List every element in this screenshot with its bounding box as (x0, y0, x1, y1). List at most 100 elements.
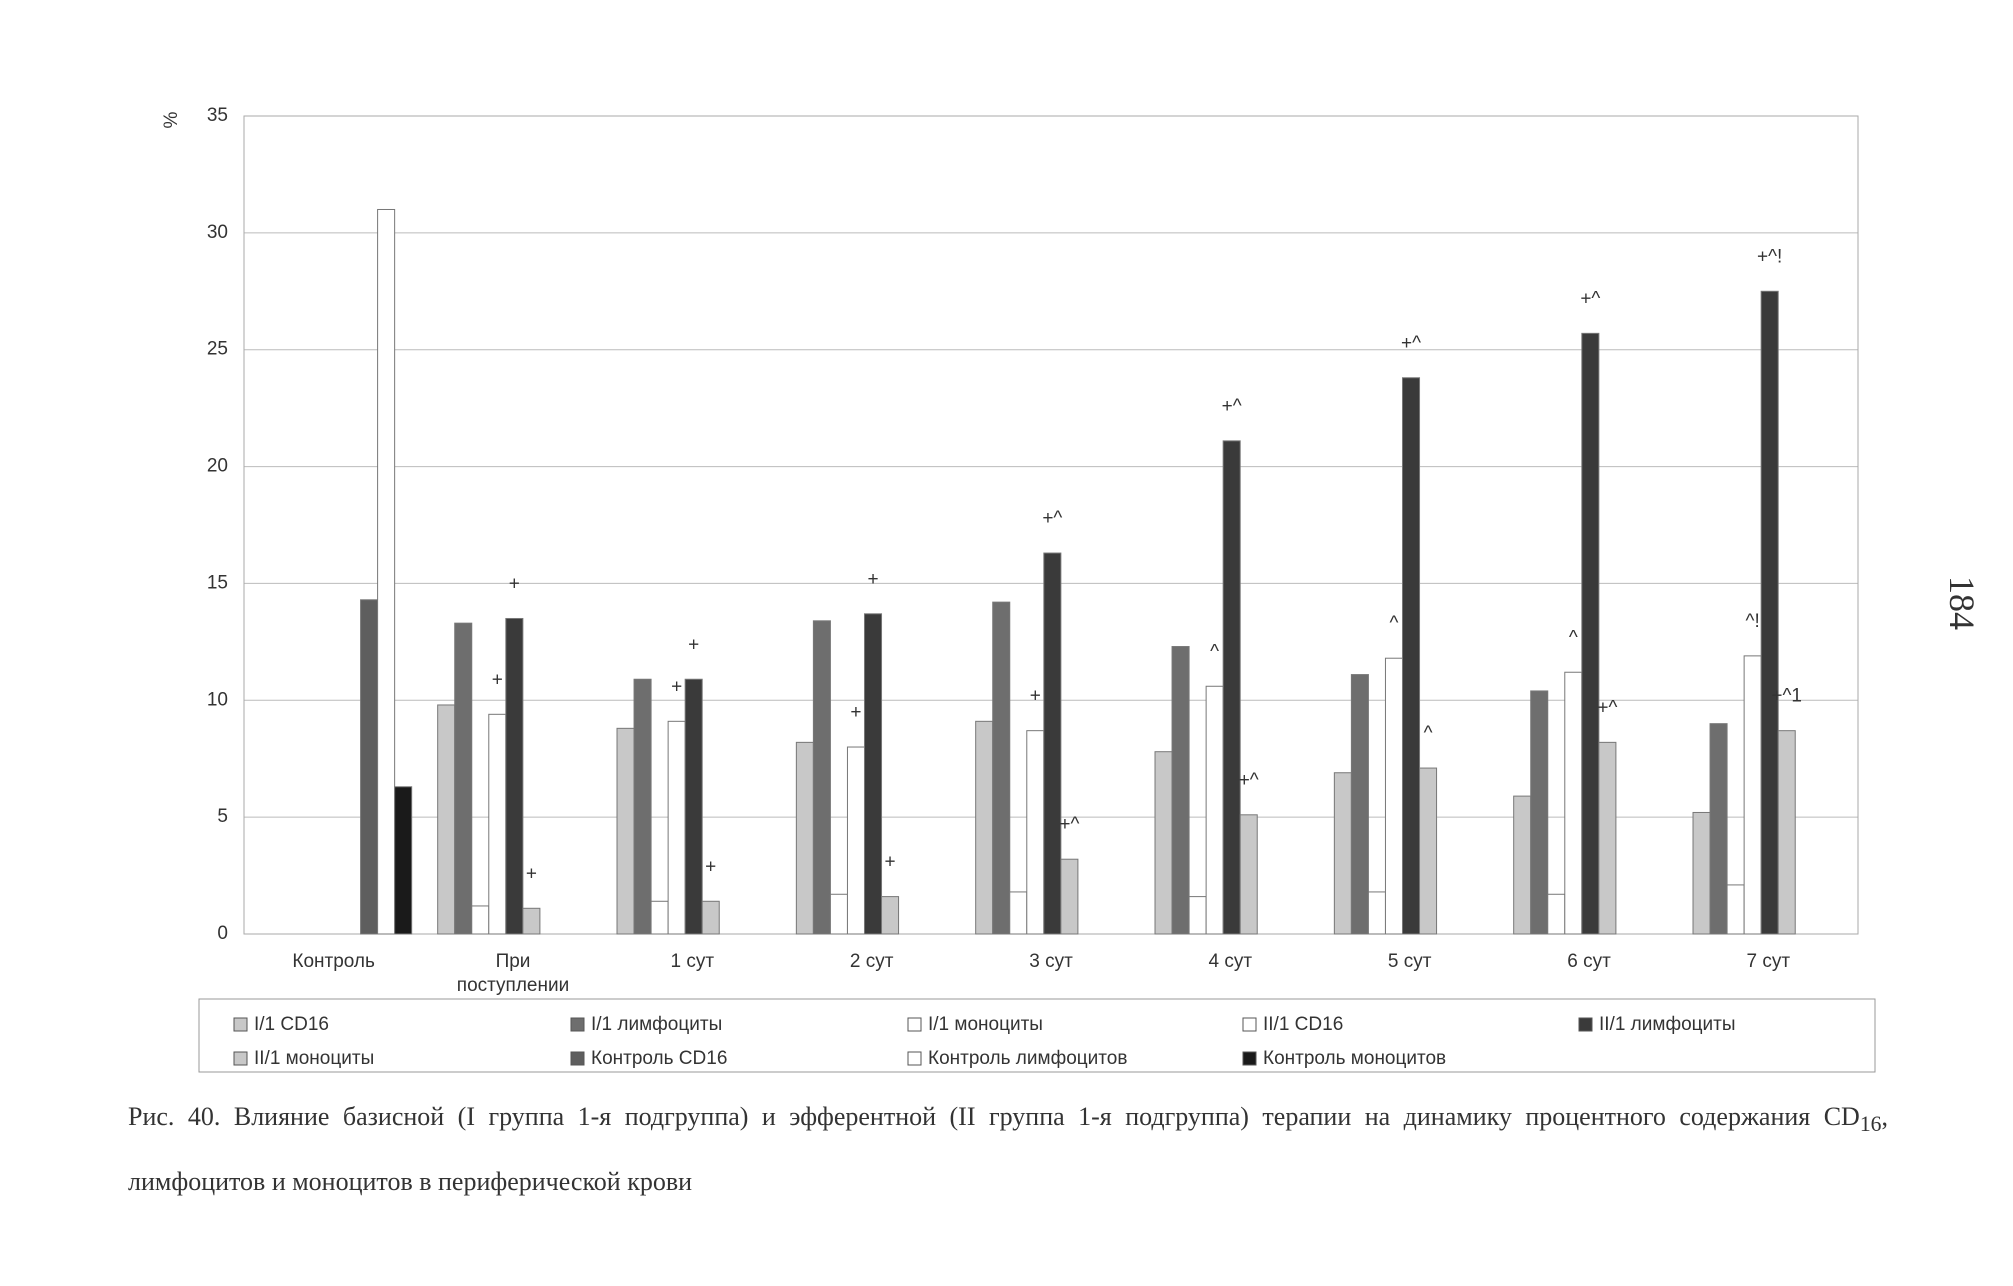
legend-label: II/1 моноциты (254, 1048, 374, 1069)
bar-annotation: +^ (1597, 697, 1617, 718)
bar (1401, 377, 1421, 935)
legend-swatch (233, 1051, 248, 1066)
x-tick-label: 3 сут (1029, 951, 1073, 972)
bar-annotation: +^ (1222, 396, 1242, 417)
bar (1581, 332, 1600, 935)
bar (1419, 767, 1438, 935)
legend-swatch (570, 1051, 585, 1066)
legend-label: II/1 лимфоциты (1599, 1014, 1736, 1035)
bar-annotation: +^ (1042, 508, 1062, 529)
bar-annotation: + (671, 676, 682, 697)
x-tick-label: 7 сут (1746, 951, 1791, 972)
bar (975, 720, 994, 935)
bar (701, 900, 720, 935)
y-tick-label: 5 (217, 806, 228, 827)
bar (1547, 893, 1566, 935)
caption-text: , лимфоцитов и моноцитов в периферическо… (128, 1102, 1888, 1197)
bar (1513, 795, 1532, 935)
bar-annotation: + (509, 574, 520, 595)
legend-label: Контроль CD16 (591, 1048, 727, 1069)
legend-swatch (907, 1051, 922, 1066)
bar (1760, 290, 1779, 935)
bar (1222, 440, 1241, 935)
bar (454, 622, 473, 935)
y-tick-label: 30 (207, 222, 228, 243)
bar (992, 601, 1011, 935)
x-tick-label: 6 сут (1567, 951, 1611, 972)
bar (1530, 690, 1549, 935)
bar (1384, 657, 1403, 935)
bar (881, 896, 900, 935)
bar (377, 208, 396, 935)
bar (1692, 811, 1711, 935)
legend-label: I/1 лимфоциты (591, 1014, 722, 1035)
x-tick-label: При поступлении (456, 951, 570, 996)
bar (522, 907, 541, 935)
bar-annotation: + (1030, 686, 1041, 707)
bar (505, 617, 524, 935)
y-axis-label: % (161, 111, 182, 128)
bar-annotation: + (850, 702, 861, 723)
bar (1060, 858, 1079, 935)
y-tick-label: 10 (207, 689, 228, 710)
bar (650, 900, 669, 935)
bar-annotation: +^ (1580, 288, 1600, 309)
x-tick-label: 1 сут (670, 951, 715, 972)
x-tick-label: 4 сут (1208, 951, 1253, 972)
bar-annotation: + (526, 863, 537, 884)
bar-annotation: + (688, 634, 699, 655)
bar-annotation: ^! (1746, 611, 1760, 632)
bar-annotation: +^ (1239, 770, 1259, 791)
bar (1333, 772, 1352, 935)
bar (1743, 655, 1762, 935)
legend-swatch (1242, 1017, 1257, 1032)
legend-swatch (233, 1017, 248, 1032)
x-tick-label: 2 сут (849, 951, 894, 972)
bar (1043, 552, 1062, 935)
y-tick-label: 25 (207, 339, 228, 360)
bar (795, 741, 814, 935)
bar-annotation: ^ (1390, 613, 1399, 634)
legend-swatch (1578, 1017, 1593, 1032)
bar (1026, 730, 1045, 935)
bar (1367, 891, 1386, 935)
y-tick-label: 20 (207, 456, 228, 477)
bar (1188, 896, 1207, 935)
bar (1239, 814, 1258, 935)
bar (1777, 730, 1796, 935)
legend-label: Контроль лимфоцитов (928, 1048, 1127, 1069)
caption: Рис. 40. Влияние базисной (I группа 1-я … (128, 1088, 1888, 1211)
legend-label: I/1 моноциты (928, 1014, 1043, 1035)
caption-subscript: 16 (1859, 1112, 1882, 1137)
bar (846, 746, 865, 935)
bar (1171, 646, 1190, 935)
bar (1564, 671, 1583, 935)
bar-annotation: + (492, 669, 503, 690)
bar (616, 727, 635, 935)
bar (1205, 685, 1224, 935)
legend-swatch (1242, 1051, 1257, 1066)
bar (1350, 674, 1369, 935)
bar (667, 720, 686, 935)
bar-annotation: ^ (1424, 723, 1433, 744)
bar (437, 704, 456, 935)
bar-annotation: ^ (1210, 641, 1219, 662)
legend-box (198, 998, 1876, 1073)
bar (1154, 751, 1173, 935)
bar (1709, 723, 1728, 935)
bar (633, 678, 652, 935)
y-tick-label: 35 (207, 105, 228, 126)
bar (812, 620, 831, 935)
y-tick-label: 0 (217, 923, 228, 944)
legend-label: Контроль моноцитов (1263, 1048, 1446, 1069)
bar-annotation: +^1 (1771, 686, 1802, 707)
bar (360, 599, 379, 935)
bar (1009, 891, 1028, 935)
bar (488, 713, 507, 935)
page-number: 184 (1942, 576, 1982, 630)
legend-swatch (570, 1017, 585, 1032)
x-tick-label: Контроль (292, 951, 375, 972)
y-tick-label: 15 (207, 572, 228, 593)
bar-annotation: +^ (1059, 814, 1079, 835)
